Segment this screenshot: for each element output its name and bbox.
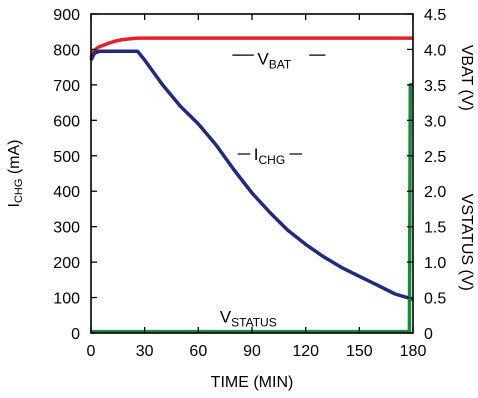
x-tick-label-30: 30 (136, 343, 154, 360)
series-labels: VBAT ICHG VSTATUS (220, 50, 326, 330)
y-axis-left-title: ICHG (mA) (6, 139, 25, 207)
x-tick-label-150: 150 (346, 343, 373, 360)
x-tick-label-180: 180 (400, 343, 427, 360)
y-left-tick-label-200: 200 (53, 255, 80, 272)
series-line-ichg (89, 49, 414, 301)
y-axis-right-vstatus-title: VSTATUS (V) (458, 194, 475, 291)
y-left-tick-label-700: 700 (53, 78, 80, 95)
x-tick-label-0: 0 (87, 343, 96, 360)
tick-labels: 0 30 60 90 120 150 180010020030040050060070080… (53, 7, 446, 360)
x-tick-label-60: 60 (189, 343, 207, 360)
y-right-tick-label-5: 2.5 (424, 149, 446, 166)
plot-frame (90, 13, 414, 334)
y-right-tick-label-2: 1.0 (424, 255, 446, 272)
x-axis-title: TIME (MIN) (211, 374, 294, 391)
y-right-tick-label-6: 3.0 (424, 113, 446, 130)
y-right-tick-label-9: 4.5 (424, 7, 446, 24)
y-right-tick-label-0: 0 (424, 326, 433, 343)
series-label-vbat: VBAT (257, 50, 291, 72)
tick-marks (90, 13, 414, 334)
y-left-tick-label-100: 100 (53, 291, 80, 308)
y-left-tick-label-400: 400 (53, 184, 80, 201)
y-left-tick-label-600: 600 (53, 113, 80, 130)
y-left-tick-label-900: 900 (53, 7, 80, 24)
y-axis-right-vbat-title: VBAT (V) (458, 45, 475, 111)
series-line-vbat (89, 36, 413, 59)
y-right-tick-label-4: 2.0 (424, 184, 446, 201)
plot-lines (89, 36, 414, 334)
series-line-vstatus (91, 83, 413, 334)
y-left-tick-label-0: 0 (71, 326, 80, 343)
y-left-tick-label-500: 500 (53, 149, 80, 166)
x-tick-label-90: 90 (243, 343, 261, 360)
y-right-tick-label-8: 4.0 (424, 42, 446, 59)
y-right-tick-label-3: 1.5 (424, 220, 446, 237)
y-left-tick-label-800: 800 (53, 42, 80, 59)
y-right-tick-label-1: 0.5 (424, 291, 446, 308)
x-tick-label-120: 120 (292, 343, 319, 360)
y-left-tick-label-300: 300 (53, 220, 80, 237)
series-label-vstatus: VSTATUS (220, 308, 277, 330)
y-right-tick-label-7: 3.5 (424, 78, 446, 95)
series-label-ichg: ICHG (254, 145, 285, 167)
